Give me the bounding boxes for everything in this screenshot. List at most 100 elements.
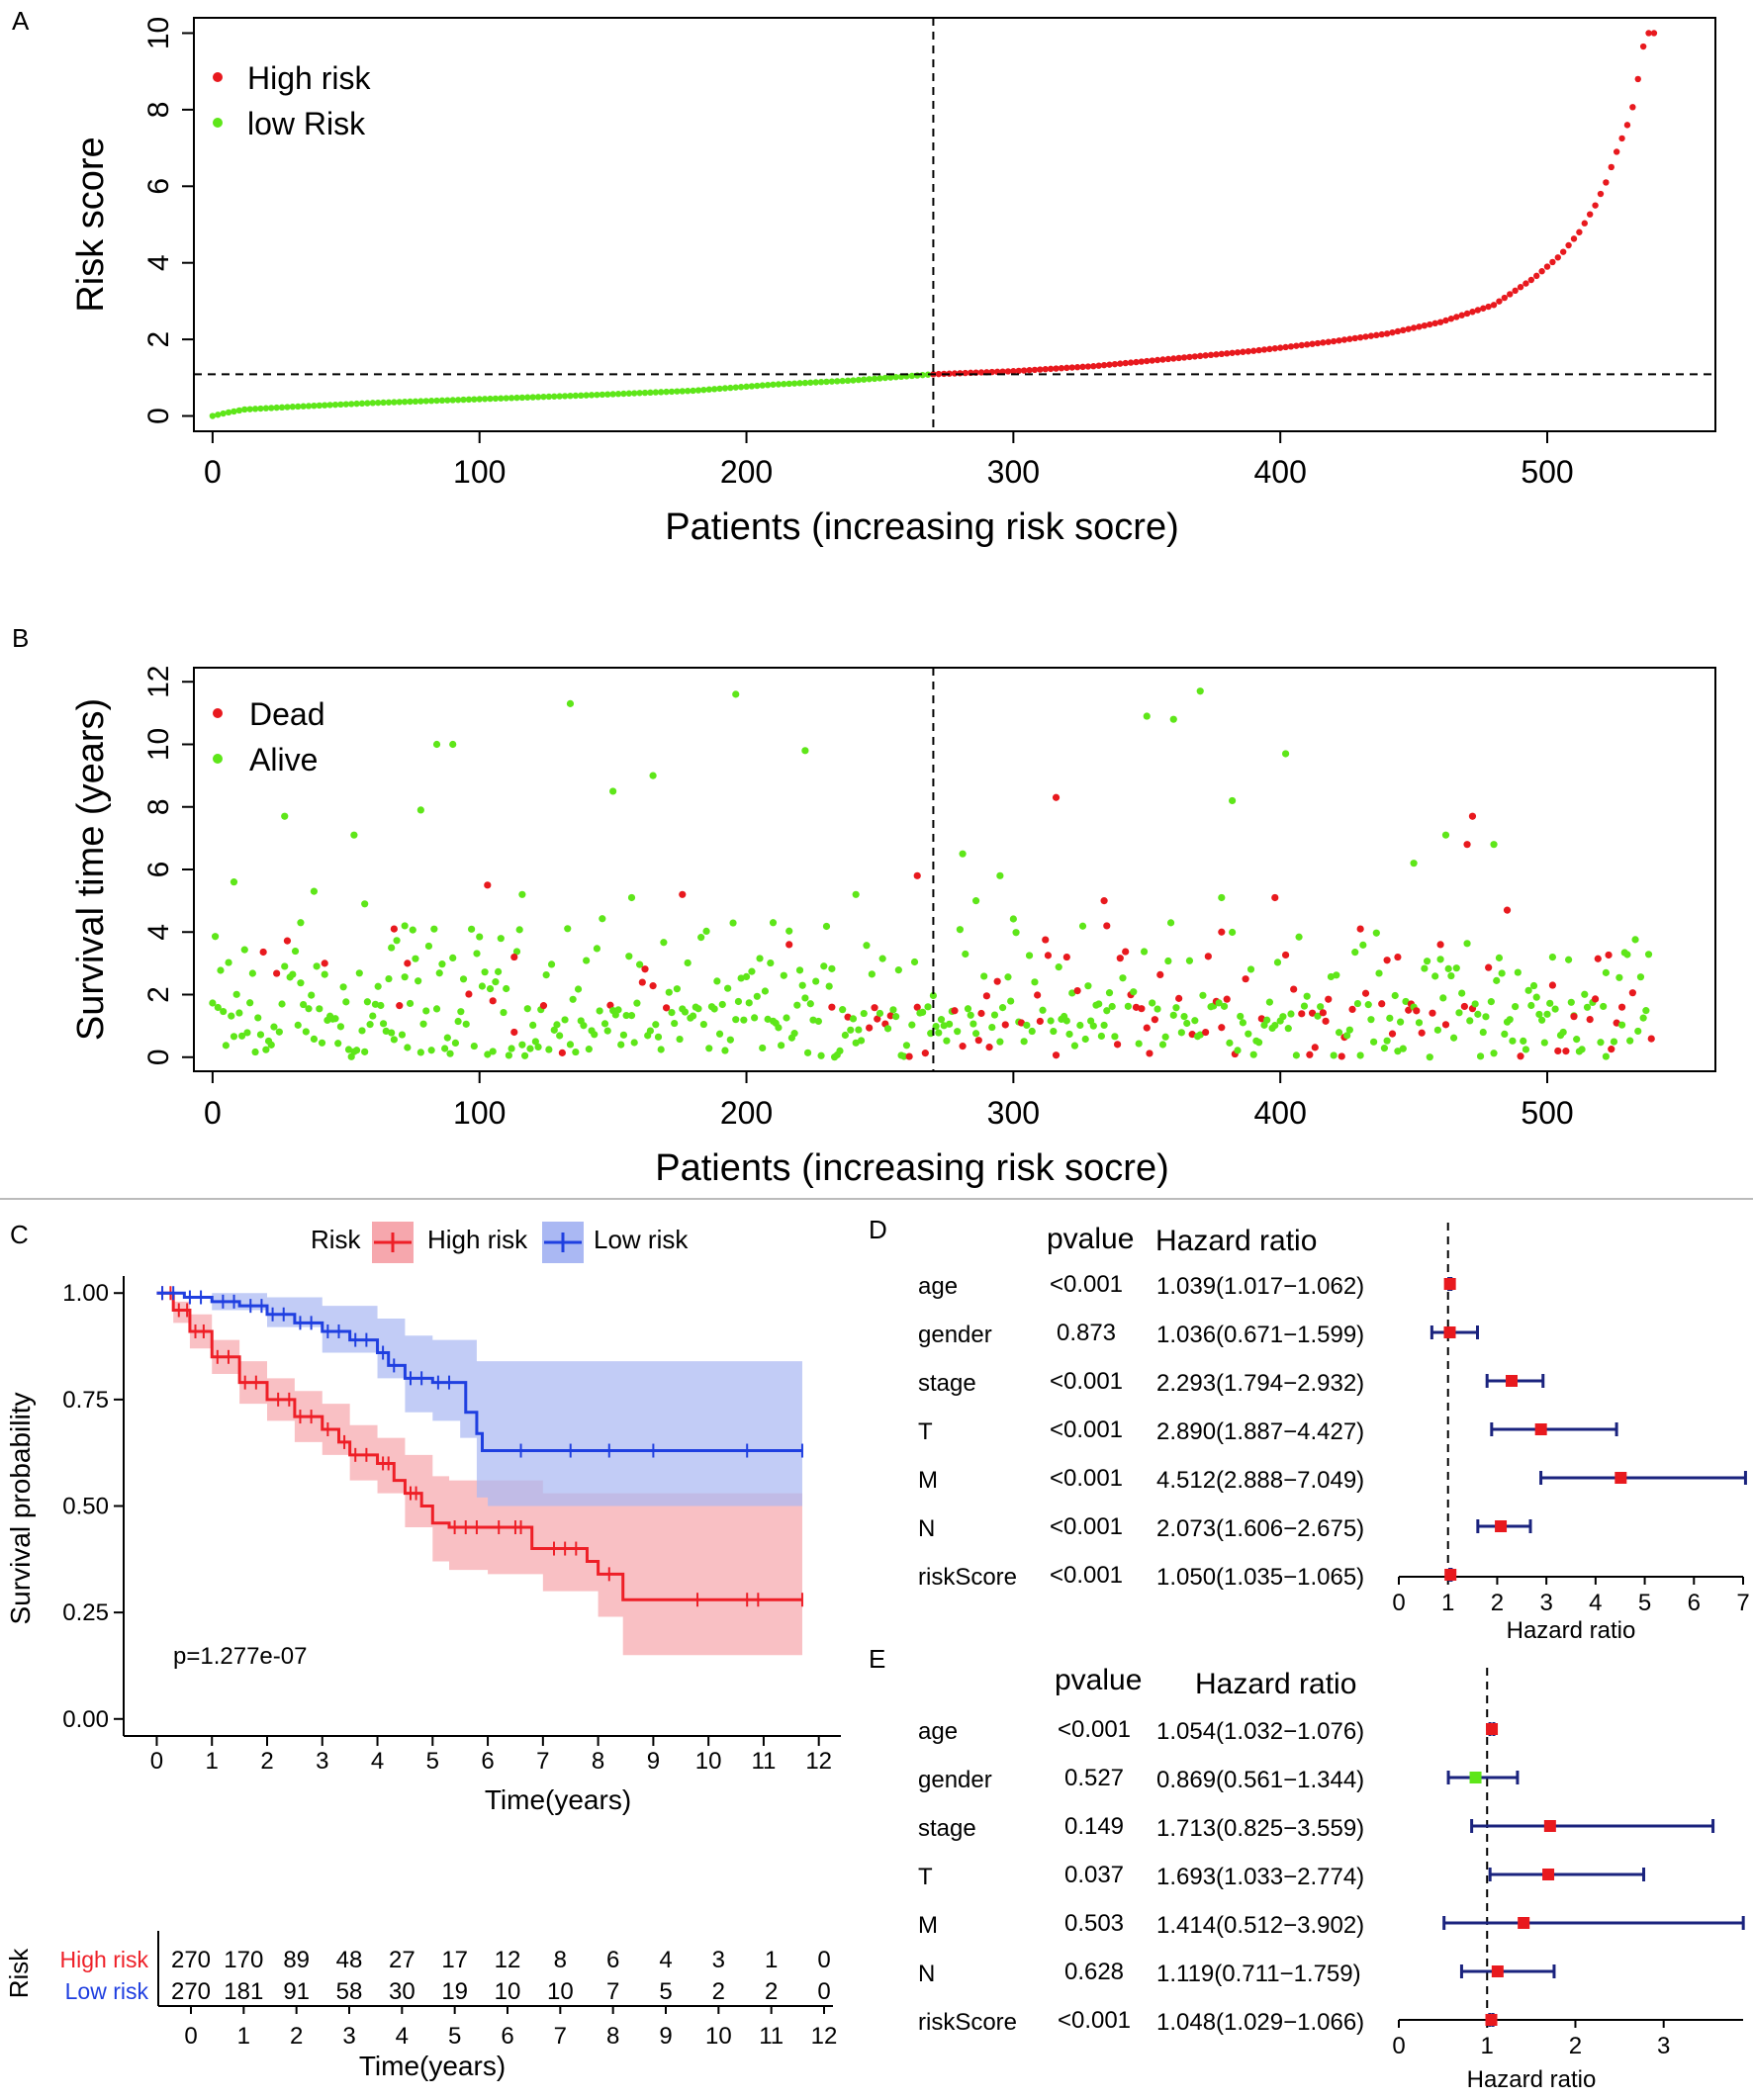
alive-point bbox=[847, 1026, 855, 1034]
alive-point bbox=[300, 1000, 308, 1009]
risk-table-time-label: 10 bbox=[705, 2023, 732, 2050]
alive-point bbox=[1158, 1041, 1167, 1049]
alive-point bbox=[1172, 1004, 1180, 1012]
alive-point bbox=[1246, 965, 1255, 973]
alive-point bbox=[1239, 1019, 1247, 1027]
panel-b: B Dead Alive 0 100 200 300 400 500 0 2 4 6 8 10 12 P… bbox=[12, 623, 1716, 1189]
ci-band-high-risk bbox=[156, 1293, 802, 1656]
alive-point bbox=[619, 1031, 628, 1039]
high-risk-point bbox=[1186, 353, 1193, 361]
forest-point bbox=[1485, 2014, 1498, 2026]
dead-point bbox=[1605, 951, 1613, 959]
dead-point bbox=[1586, 1016, 1594, 1024]
alive-point bbox=[1449, 1034, 1458, 1042]
alive-point bbox=[1636, 973, 1645, 981]
forest-row-hr-text: 1.693(1.033−2.774) bbox=[1156, 1864, 1364, 1890]
dead-point bbox=[1383, 957, 1391, 964]
high-risk-point bbox=[1458, 312, 1465, 319]
y-tick-label-b: 4 bbox=[142, 924, 175, 941]
alive-point bbox=[1028, 1027, 1036, 1036]
alive-point bbox=[385, 974, 393, 983]
alive-point bbox=[1097, 1032, 1106, 1041]
alive-point bbox=[217, 966, 225, 974]
risk-table-time-label: 3 bbox=[342, 2023, 355, 2050]
high-risk-point bbox=[1111, 360, 1119, 368]
alive-point bbox=[726, 1036, 734, 1044]
legend-label-dead: Dead bbox=[249, 696, 325, 732]
low-risk-point bbox=[534, 394, 542, 401]
alive-point bbox=[1105, 989, 1114, 997]
high-risk-point bbox=[1153, 356, 1161, 364]
alive-point bbox=[1070, 1042, 1079, 1050]
low-risk-point bbox=[694, 387, 702, 394]
alive-point bbox=[745, 999, 753, 1007]
alive-point bbox=[363, 998, 371, 1006]
dead-point bbox=[1562, 1048, 1570, 1055]
alive-point bbox=[761, 987, 770, 995]
dead-point bbox=[1044, 952, 1053, 959]
high-risk-point bbox=[1549, 258, 1556, 266]
x-axis-label-d: Hazard ratio bbox=[1507, 1617, 1636, 1644]
alive-point bbox=[1495, 954, 1504, 961]
risk-table-count: 6 bbox=[606, 1947, 619, 1973]
alive-point bbox=[1415, 1019, 1424, 1027]
y-tick-label-b: 0 bbox=[142, 1049, 175, 1065]
alive-point bbox=[988, 1023, 996, 1032]
alive-point bbox=[432, 740, 441, 749]
forest-row-hr-text: 1.036(0.671−1.599) bbox=[1156, 1322, 1364, 1348]
alive-point bbox=[622, 1011, 630, 1020]
alive-point bbox=[1020, 1038, 1028, 1046]
alive-point bbox=[1423, 958, 1431, 965]
high-risk-point bbox=[1042, 366, 1049, 373]
dead-point bbox=[1122, 948, 1130, 956]
low-risk-point bbox=[764, 381, 772, 389]
high-risk-point bbox=[1597, 190, 1605, 198]
low-risk-point bbox=[609, 391, 616, 398]
forest-rows-e: 0 1 2 3 age <0.001 1.054(1.032−1.076) gender 0.5… bbox=[918, 1668, 1745, 2059]
alive-point bbox=[1391, 991, 1399, 1000]
alive-point bbox=[1394, 1048, 1402, 1055]
alive-point bbox=[1081, 1035, 1089, 1044]
alive-point bbox=[1493, 976, 1501, 984]
high-risk-point bbox=[1309, 340, 1316, 347]
high-risk-point bbox=[1383, 330, 1391, 337]
alive-point bbox=[929, 991, 938, 1000]
high-risk-point bbox=[1325, 338, 1332, 345]
alive-point bbox=[446, 1050, 454, 1057]
high-risk-point bbox=[1517, 284, 1524, 291]
forest-rows-d: 0 1 2 3 4 5 6 7 age <0.001 1.039(1.017−1.062) gende… bbox=[918, 1223, 1750, 1616]
alive-point bbox=[313, 962, 321, 970]
low-risk-point bbox=[850, 377, 857, 384]
alive-point bbox=[334, 1040, 342, 1048]
alive-point bbox=[828, 964, 836, 972]
alive-point bbox=[697, 934, 705, 942]
y-tick-label-c: 0.50 bbox=[62, 1494, 109, 1520]
high-risk-point bbox=[1149, 357, 1155, 364]
forest-row-pvalue: <0.001 bbox=[1050, 1368, 1123, 1395]
panel-e: E pvalue Hazard ratio 0 1 2 3 age <0.001 1.054… bbox=[869, 1644, 1745, 2093]
alive-point bbox=[1065, 1030, 1073, 1039]
forest-point bbox=[1444, 1569, 1457, 1581]
alive-point bbox=[1617, 1021, 1626, 1029]
alive-point bbox=[822, 922, 831, 931]
alive-point bbox=[220, 1007, 228, 1016]
alive-point bbox=[1169, 715, 1177, 723]
dead-point bbox=[1052, 793, 1061, 801]
alive-point bbox=[839, 1006, 847, 1014]
low-risk-point bbox=[215, 411, 222, 418]
risk-table-count: 7 bbox=[606, 1978, 619, 2005]
alive-point bbox=[964, 1005, 972, 1013]
low-risk-point bbox=[631, 390, 638, 397]
alive-point bbox=[1479, 1028, 1487, 1037]
alive-point bbox=[222, 1042, 230, 1050]
forest-row-name: stage bbox=[918, 1370, 976, 1397]
alive-point bbox=[812, 977, 820, 985]
alive-point bbox=[350, 831, 358, 839]
alive-point bbox=[1441, 831, 1450, 839]
forest-row-hr-text: 0.869(0.561−1.344) bbox=[1156, 1767, 1364, 1793]
high-risk-point bbox=[1623, 122, 1631, 129]
dead-point bbox=[1034, 991, 1042, 999]
low-risk-point bbox=[807, 379, 814, 386]
high-risk-point bbox=[1282, 343, 1289, 351]
